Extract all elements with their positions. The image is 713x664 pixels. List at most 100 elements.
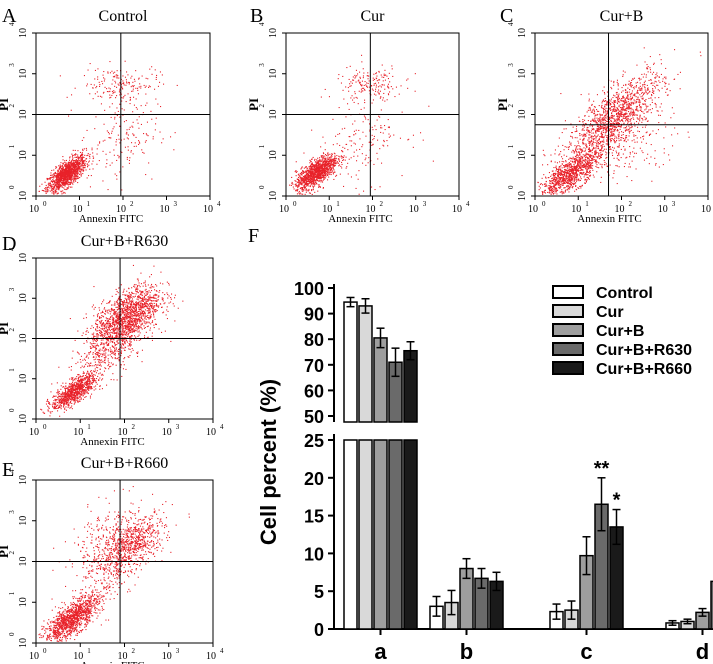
flow-dot — [630, 82, 632, 84]
flow-dot — [73, 178, 75, 180]
flow-dot — [357, 103, 359, 105]
flow-dot — [619, 128, 621, 130]
flow-dot — [114, 80, 116, 82]
flow-dot — [644, 89, 646, 91]
flow-dot — [642, 76, 644, 78]
flow-dot — [557, 173, 559, 175]
flow-dot — [644, 80, 646, 82]
flow-dot — [74, 176, 76, 178]
flow-dot — [605, 120, 607, 122]
flow-dot — [560, 181, 562, 183]
flow-dot — [328, 168, 330, 170]
flow-dot — [623, 115, 625, 117]
flow-dot — [615, 118, 617, 120]
flow-dot — [60, 174, 62, 176]
flow-dot — [594, 112, 596, 114]
flow-dot — [310, 179, 312, 181]
flow-dot — [567, 189, 569, 191]
flow-dot — [119, 81, 121, 83]
flow-dot — [566, 171, 568, 173]
flow-dot — [106, 91, 108, 93]
flow-dot — [104, 109, 106, 111]
flow-dot — [305, 191, 307, 193]
flow-dot — [96, 91, 98, 93]
flow-dot — [587, 131, 589, 133]
flow-dot — [65, 175, 67, 177]
flow-dot — [610, 100, 612, 102]
flow-dot — [309, 159, 311, 161]
flow-dot — [318, 161, 320, 163]
flow-dot — [315, 175, 317, 177]
flow-dot — [324, 169, 326, 171]
flow-dot — [305, 174, 307, 176]
flow-dot — [294, 171, 296, 173]
flow-dot — [593, 109, 595, 111]
flow-dot — [70, 109, 72, 111]
flow-dot — [321, 159, 323, 161]
flow-x-tick-exponent: 1 — [87, 200, 91, 208]
flow-dot — [384, 88, 386, 90]
flow-dot — [138, 141, 140, 143]
flow-dot — [315, 174, 317, 176]
flow-dot — [67, 165, 69, 167]
flow-dot — [122, 166, 124, 168]
flow-dot — [50, 185, 52, 187]
flow-dot — [613, 80, 615, 82]
flow-dot — [309, 175, 311, 177]
flow-dot — [600, 154, 602, 156]
flow-dot — [584, 160, 586, 162]
flow-dot — [379, 97, 381, 99]
flow-dot — [626, 102, 628, 104]
flow-dot — [582, 128, 584, 130]
flow-dot — [325, 158, 327, 160]
flow-dot — [595, 139, 597, 141]
flow-dot — [124, 60, 126, 62]
flow-dot — [612, 106, 614, 108]
flow-dot — [62, 165, 64, 167]
flow-dot — [84, 159, 86, 161]
flow-dot — [574, 168, 576, 170]
flow-dot — [589, 142, 591, 144]
flow-dot — [572, 183, 574, 185]
flow-y-tick-exponent: 3 — [258, 63, 266, 67]
flow-dot — [59, 171, 61, 173]
flow-dot — [86, 158, 88, 160]
flow-dot — [621, 98, 623, 100]
flow-dot — [646, 84, 648, 86]
flow-dot — [574, 162, 576, 164]
flow-dot — [318, 167, 320, 169]
flow-dot — [391, 65, 393, 67]
flow-dot — [72, 183, 74, 185]
flow-dot — [125, 101, 127, 103]
flow-dot — [50, 186, 52, 188]
flow-dot — [303, 178, 305, 180]
flow-dot — [53, 191, 55, 193]
flow-dot — [378, 71, 380, 73]
flow-dot — [77, 175, 79, 177]
flow-dot — [62, 166, 64, 168]
flow-dot — [595, 131, 597, 133]
flow-dot — [57, 187, 59, 189]
flow-dot — [47, 191, 49, 193]
flow-dot — [617, 97, 619, 99]
flow-dot — [308, 185, 310, 187]
flow-dot — [77, 154, 79, 156]
flow-dot — [571, 169, 573, 171]
flow-dot — [590, 167, 592, 169]
flow-dot — [367, 119, 369, 121]
flow-dot — [554, 178, 556, 180]
flow-dot — [554, 153, 556, 155]
flow-dot — [586, 163, 588, 165]
flow-dot — [126, 81, 128, 83]
flow-dot — [308, 166, 310, 168]
flow-dot — [577, 161, 579, 163]
flow-dot — [64, 164, 66, 166]
flow-dot — [640, 90, 642, 92]
flow-dot — [80, 171, 82, 173]
flow-dot — [561, 189, 563, 191]
flow-dot — [368, 80, 370, 82]
flow-dot — [576, 176, 578, 178]
flow-dot — [140, 85, 142, 87]
flow-dot — [349, 136, 351, 138]
flow-dot — [553, 177, 555, 179]
